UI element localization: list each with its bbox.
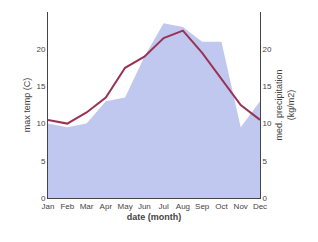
svg-text:Jan: Jan [42, 202, 55, 211]
svg-text:Oct: Oct [215, 202, 228, 211]
svg-text:15: 15 [263, 82, 272, 91]
svg-text:0: 0 [41, 194, 46, 203]
svg-text:15: 15 [36, 82, 45, 91]
svg-text:Feb: Feb [60, 202, 74, 211]
svg-text:date (month): date (month) [127, 212, 182, 222]
svg-text:Mar: Mar [80, 202, 94, 211]
svg-text:10: 10 [36, 119, 45, 128]
svg-text:Aug: Aug [176, 202, 190, 211]
svg-text:Jun: Jun [138, 202, 151, 211]
svg-text:20: 20 [263, 45, 272, 54]
svg-text:5: 5 [263, 157, 268, 166]
svg-text:med. precipitation(kg/m2): med. precipitation(kg/m2) [274, 69, 296, 140]
svg-text:20: 20 [36, 45, 45, 54]
svg-text:max temp (C): max temp (C) [22, 78, 32, 133]
svg-text:Jul: Jul [159, 202, 169, 211]
svg-text:10: 10 [263, 119, 272, 128]
svg-text:0: 0 [263, 194, 268, 203]
svg-text:Dec: Dec [253, 202, 267, 211]
svg-text:May: May [118, 202, 133, 211]
svg-text:Nov: Nov [234, 202, 248, 211]
svg-text:Sep: Sep [195, 202, 210, 211]
svg-text:Apr: Apr [100, 202, 113, 211]
svg-text:5: 5 [41, 157, 46, 166]
